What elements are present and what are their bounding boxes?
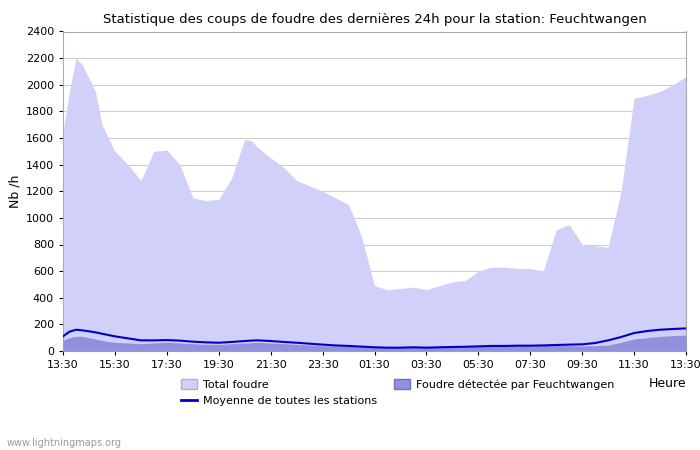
- Text: Heure: Heure: [648, 377, 686, 390]
- Legend: Total foudre, Moyenne de toutes les stations, Foudre détectée par Feuchtwangen: Total foudre, Moyenne de toutes les stat…: [181, 379, 615, 406]
- Y-axis label: Nb /h: Nb /h: [8, 175, 22, 208]
- Text: www.lightningmaps.org: www.lightningmaps.org: [7, 438, 122, 448]
- Title: Statistique des coups de foudre des dernières 24h pour la station: Feuchtwangen: Statistique des coups de foudre des dern…: [103, 13, 646, 26]
